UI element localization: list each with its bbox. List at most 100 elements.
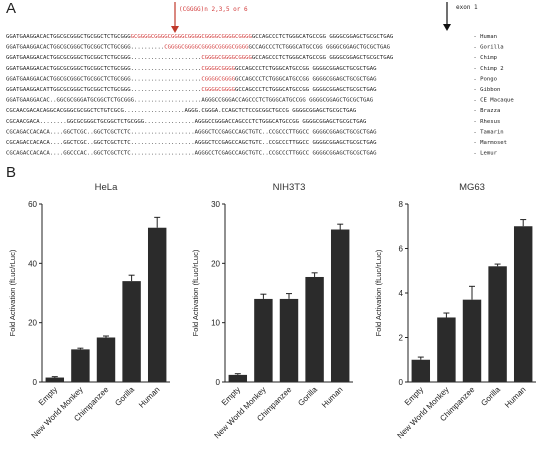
category-label: Empty <box>220 385 242 407</box>
y-tick-label: 10 <box>211 319 220 328</box>
alignment-row: CGCAACGACACAGGCACGGGCGCGGCTCTGTCGCG.....… <box>6 108 500 114</box>
panel-a-label: A <box>6 0 17 17</box>
y-axis-label: Fold Activation (fLuc/rLuc) <box>8 249 17 336</box>
seq-left: CGCAACGACACAGGCACGGGCGCGGCTCTGTCGCG.....… <box>6 108 185 114</box>
seq-left: GGATGAAGGACATTGGCGCGGGCTGCGGCTCTGCGGG...… <box>6 87 201 93</box>
alignment-row: GGATGAAGGACACTGGCGCGGGCTGCGGCTCTGCGGG...… <box>6 76 497 82</box>
seq-repeat: CGGGGCGGGG <box>201 66 235 72</box>
y-tick-label: 4 <box>399 289 404 298</box>
species-label: - Lemur <box>470 151 498 157</box>
panel-b-label: B <box>6 164 17 181</box>
category-label: Gorilla <box>296 385 319 408</box>
category-label: Gorilla <box>113 385 136 408</box>
chart-title: NIH3T3 <box>273 182 306 193</box>
seq-right: GCCAGCCCTCTGGGCATGCCGG GGGGCGGAGCTGCGCTG… <box>235 66 377 72</box>
seq-left: GGATGAAGGACACTGGCGCGGGCTGCGGCTCTGCGGG...… <box>6 76 201 82</box>
species-label: - Pongo <box>470 76 497 82</box>
bar <box>228 374 248 382</box>
species-label: - Chimp <box>470 55 498 61</box>
species-label: - Human <box>470 34 497 40</box>
y-tick-label: 20 <box>211 259 220 268</box>
category-label: Human <box>320 385 345 410</box>
seq-repeat: CGGGGCGGGG <box>201 76 235 82</box>
species-label: - Rhesus <box>470 119 500 125</box>
alignment-row: GGATGAAGGACACTGGCGCGGGCTGCGGCTCTGCGGGGCG… <box>6 34 497 40</box>
bar <box>254 298 273 382</box>
seq-repeat: CGGGGCGGGGCGGGGCGGGGCGGGG <box>164 45 249 51</box>
bar <box>45 377 65 382</box>
y-tick-label: 0 <box>216 378 221 387</box>
species-label: - Chimp 2 <box>470 66 504 72</box>
seq-left: GGATGAAGGACACTGGCGCGGGCTGCGGCTCTGCGGG...… <box>6 66 201 72</box>
bar <box>488 266 507 382</box>
bar <box>122 281 141 382</box>
alignment-row: CGCAGACCACACA....GGCCCAC..GGCTCGCTCTC...… <box>6 151 498 157</box>
seq-right: AGGGCCGGGACCAGCCCTCTGGGCATGCCGG GGGGCGGA… <box>201 98 373 104</box>
y-tick-label: 20 <box>28 319 37 328</box>
alignment-row: CGCAACGACA........GGCGCGGGCTGCGGCTCTGCGG… <box>6 119 500 125</box>
seq-right: AGGG.CGGGA.CCAGCTCTCCGCGGCTGCCG GGGGCGGA… <box>185 108 357 114</box>
seq-left: CGCAGACCACACA....GGCTCGC..GGCTCGCTCTC...… <box>6 140 195 146</box>
category-label: Empty <box>403 385 425 407</box>
bar <box>411 359 431 382</box>
seq-right: AGGGCCGGGACCAGCCCTCTGGGCATGCCGG GGGGCGGA… <box>195 119 367 125</box>
chart-title: MG63 <box>459 182 485 193</box>
seq-right: GCCAGCCCTCTGGGCATGCCGG GGGGCGGAGCTGCGCTG… <box>235 87 377 93</box>
y-tick-label: 40 <box>28 259 37 268</box>
alignment-row: GGATGAAGGACACTGGCGCGGGCTGCGGCTCTGCGGG...… <box>6 45 504 51</box>
seq-repeat: CGGGGCGGGGCGGGG <box>201 55 252 61</box>
species-label: - Tamarin <box>470 129 504 135</box>
sequence-alignment: (CGGGG)n 2,3,5 or 6 exon 1 GGATGAAGGACAC… <box>6 2 514 157</box>
species-label: - Gorilla <box>470 45 504 51</box>
species-label: - Marmoset <box>470 140 507 146</box>
alignment-row: CGCAGACCACACA....GGCTCGC..GGCTCGCTCTC...… <box>6 129 504 135</box>
seq-left: GGATGAAGGACACTGGCGCGGGCTGCGGCTCTGCGGG <box>6 34 131 40</box>
seq-right: AGGGCCTCGAGCCAGCTGTC..CCGCCCTTGGCC GGGGC… <box>195 151 377 157</box>
category-label: Human <box>503 385 528 410</box>
repeat-annotation: (CGGGG)n 2,3,5 or 6 <box>179 6 248 13</box>
bar <box>305 276 324 382</box>
bar <box>462 299 482 382</box>
seq-left: GGATGAAGGACACTGGCGCGGGCTGCGGCTCTGCGGG...… <box>6 45 164 51</box>
seq-left: GGATGAAGGACACTGGCGCGGGCTGCGGCTCTGCGGG...… <box>6 55 201 61</box>
bar <box>330 229 350 382</box>
y-tick-label: 60 <box>28 200 37 209</box>
bar <box>513 226 533 382</box>
y-tick-label: 30 <box>211 200 220 209</box>
y-tick-label: 0 <box>33 378 38 387</box>
category-label: Human <box>137 385 162 410</box>
category-label: Empty <box>37 385 59 407</box>
bar <box>437 317 456 382</box>
chart-title: HeLa <box>95 182 118 193</box>
seq-repeat: GCGGGGCGGGGCGGGGCGGGGCGGGGCGGGGCGGGG <box>131 34 253 40</box>
alignment-row: GGATGAAGGACACTGGCGCGGGCTGCGGCTCTGCGGG...… <box>6 55 498 61</box>
chart-nih3t3: NIH3T3 Fold Activation (fLuc/rLuc) 0 10 20 30… <box>191 182 353 440</box>
chart-hela: HeLa Fold Activation (fLuc/rLuc) 0 20 40 60 Em… <box>8 182 170 440</box>
y-tick-label: 0 <box>399 378 404 387</box>
bar <box>96 337 116 382</box>
alignment-row: GGATGAAGGACAC..GGCGCGGGATGCGGCTCTGCGGG..… <box>6 98 514 104</box>
seq-right: GCCAGCCCTCTGGGCATGCCGG GGGGCGGAGCTGCGCTG… <box>252 55 394 61</box>
y-tick-label: 2 <box>399 334 404 343</box>
repeat-arrow-icon <box>171 26 179 33</box>
seq-left: CGCAACGACA........GGCGCGGGCTGCGGCTCTGCGG… <box>6 119 195 125</box>
y-axis-label: Fold Activation (fLuc/rLuc) <box>374 249 383 336</box>
seq-repeat: CGGGGCGGGG <box>201 87 235 93</box>
bar <box>147 227 167 382</box>
category-label: Gorilla <box>479 385 502 408</box>
bar <box>279 298 299 382</box>
alignment-row: GGATGAAGGACATTGGCGCGGGCTGCGGCTCTGCGGG...… <box>6 87 500 93</box>
exon-label: exon 1 <box>456 4 478 11</box>
y-tick-label: 8 <box>399 200 404 209</box>
exon-arrow-icon <box>443 24 451 31</box>
seq-right: GCCAGCCCTCTGGGCATGCCGG GGGGCGGAGCTGCGCTG… <box>252 34 394 40</box>
seq-right: AGGGCTCCGAGCCAGCTGTC..CCGCCCTTGGCC GGGGC… <box>195 129 377 135</box>
seq-left: CGCAGACCACACA....GGCTCGC..GGCTCGCTCTC...… <box>6 129 195 135</box>
bar <box>71 349 90 382</box>
seq-right: AGGGCTCCGAGCCAGCTGTC..CCGCCCTTGGCC GGGGC… <box>195 140 377 146</box>
seq-right: GCCAGCCCTCTGGGCATGCCGG GGGGCGGAGCTGCGCTG… <box>249 45 391 51</box>
y-axis-label: Fold Activation (fLuc/rLuc) <box>191 249 200 336</box>
alignment-row: CGCAGACCACACA....GGCTCGC..GGCTCGCTCTC...… <box>6 140 507 146</box>
seq-left: GGATGAAGGACAC..GGCGCGGGATGCGGCTCTGCGGG..… <box>6 98 201 104</box>
seq-left: CGCAGACCACACA....GGCCCAC..GGCTCGCTCTC...… <box>6 151 195 157</box>
